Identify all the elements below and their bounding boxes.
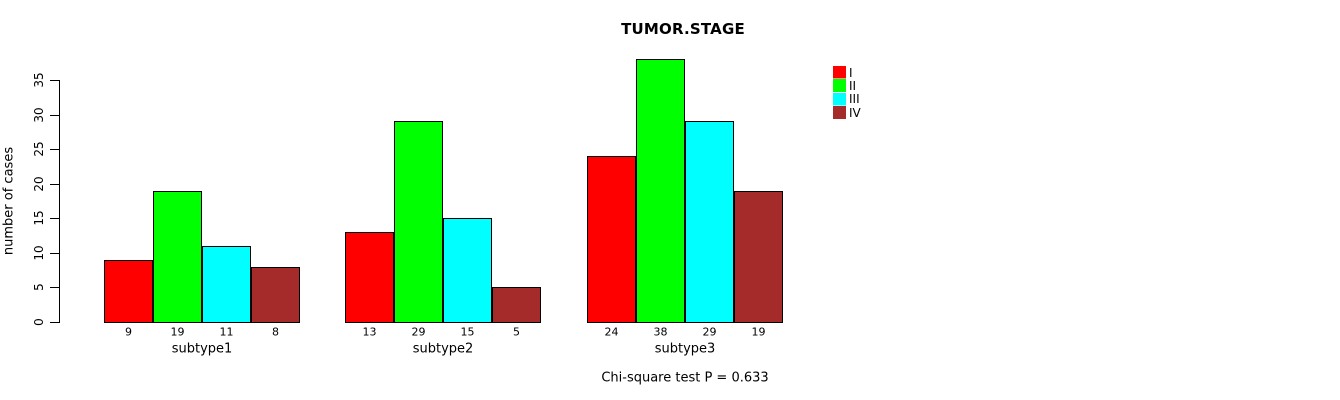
y-tick-mark [50, 322, 59, 323]
y-tick-mark [50, 114, 59, 116]
y-tick-label: 30 [32, 106, 46, 123]
bar-value-label: 15 [460, 325, 475, 339]
bar-value-label: 38 [653, 325, 668, 339]
y-axis-line [59, 80, 60, 323]
bar-subtype2-I [345, 232, 394, 323]
bar-subtype2-IV [492, 287, 541, 323]
legend-label-III: III [849, 92, 860, 107]
legend-swatch-III [833, 92, 846, 106]
legend-swatch-IV [833, 106, 846, 120]
bar-subtype3-II [636, 59, 685, 323]
y-tick-mark [50, 287, 59, 289]
bar-subtype1-II [153, 190, 202, 323]
bar-value-label: 19 [751, 325, 766, 339]
y-axis-label: number of cases [1, 146, 17, 256]
bar-subtype2-II [394, 121, 443, 323]
y-tick-label: 20 [32, 176, 46, 192]
chi-square-annotation: Chi-square test P = 0.633 [601, 370, 769, 386]
bar-value-label: 13 [362, 325, 377, 339]
bar-value-label: 24 [604, 325, 619, 339]
bar-subtype3-III [685, 121, 734, 323]
bar-subtype2-III [443, 218, 492, 323]
chart-title: TUMOR.STAGE [621, 20, 745, 38]
legend-swatch-I [833, 66, 846, 79]
bar-value-label: 11 [219, 325, 234, 339]
x-category-label-subtype3: subtype3 [654, 341, 716, 357]
bar-value-label: 5 [513, 325, 520, 339]
y-tick-label: 15 [32, 210, 46, 226]
y-tick-label: 0 [32, 318, 46, 326]
bar-value-label: 9 [125, 325, 132, 339]
y-tick-mark [50, 80, 59, 81]
bar-subtype1-III [202, 245, 251, 323]
bar-subtype1-I [104, 259, 153, 323]
legend-label-II: II [849, 78, 857, 93]
y-tick-label: 5 [32, 283, 46, 292]
y-tick-mark [50, 183, 59, 185]
bar-subtype3-I [587, 156, 636, 323]
bar-value-label: 29 [411, 325, 426, 339]
y-tick-mark [50, 252, 59, 254]
legend-label-I: I [849, 65, 853, 80]
x-category-label-subtype2: subtype2 [412, 341, 474, 357]
y-tick-label: 35 [32, 72, 46, 88]
bar-value-label: 19 [170, 325, 185, 339]
bar-subtype3-IV [734, 190, 783, 323]
bar-value-label: 29 [702, 325, 717, 339]
legend-label-IV: IV [849, 105, 861, 120]
x-category-label-subtype1: subtype1 [171, 341, 233, 357]
y-tick-label: 10 [32, 245, 46, 261]
y-tick-mark [50, 149, 59, 151]
y-tick-mark [50, 218, 59, 220]
bar-subtype1-IV [251, 266, 300, 323]
legend-swatch-II [833, 79, 846, 93]
bar-value-label: 8 [272, 325, 279, 339]
y-tick-label: 25 [32, 141, 46, 157]
